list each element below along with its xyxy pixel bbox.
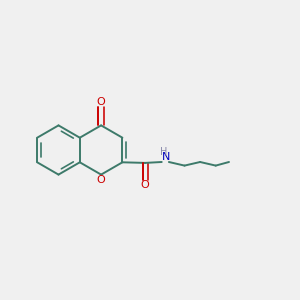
Text: O: O (97, 97, 106, 107)
Text: H: H (160, 147, 167, 157)
Text: O: O (97, 175, 106, 185)
Text: N: N (162, 152, 171, 162)
Text: O: O (141, 180, 150, 190)
